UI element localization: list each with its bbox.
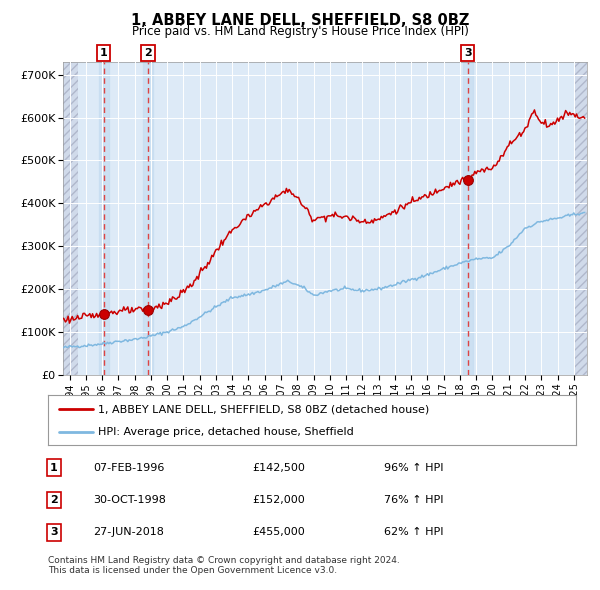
Text: 3: 3 <box>464 48 472 58</box>
Text: 2: 2 <box>144 48 152 58</box>
Text: 3: 3 <box>50 527 58 537</box>
Text: 1: 1 <box>100 48 107 58</box>
Bar <box>575 62 587 375</box>
Text: £455,000: £455,000 <box>252 527 305 537</box>
Text: £152,000: £152,000 <box>252 495 305 505</box>
Text: 76% ↑ HPI: 76% ↑ HPI <box>384 495 443 505</box>
Text: 62% ↑ HPI: 62% ↑ HPI <box>384 527 443 537</box>
Text: 1, ABBEY LANE DELL, SHEFFIELD, S8 0BZ (detached house): 1, ABBEY LANE DELL, SHEFFIELD, S8 0BZ (d… <box>98 404 430 414</box>
Bar <box>143 62 153 375</box>
Text: HPI: Average price, detached house, Sheffield: HPI: Average price, detached house, Shef… <box>98 427 354 437</box>
Text: 27-JUN-2018: 27-JUN-2018 <box>93 527 164 537</box>
Text: Price paid vs. HM Land Registry's House Price Index (HPI): Price paid vs. HM Land Registry's House … <box>131 25 469 38</box>
Text: 96% ↑ HPI: 96% ↑ HPI <box>384 463 443 473</box>
Text: 1, ABBEY LANE DELL, SHEFFIELD, S8 0BZ: 1, ABBEY LANE DELL, SHEFFIELD, S8 0BZ <box>131 13 469 28</box>
Bar <box>63 62 77 375</box>
Bar <box>463 62 473 375</box>
Text: 2: 2 <box>50 495 58 505</box>
Text: £142,500: £142,500 <box>252 463 305 473</box>
Text: 07-FEB-1996: 07-FEB-1996 <box>93 463 164 473</box>
Bar <box>99 62 109 375</box>
Text: 1: 1 <box>50 463 58 473</box>
Text: 30-OCT-1998: 30-OCT-1998 <box>93 495 166 505</box>
Text: Contains HM Land Registry data © Crown copyright and database right 2024.
This d: Contains HM Land Registry data © Crown c… <box>48 556 400 575</box>
